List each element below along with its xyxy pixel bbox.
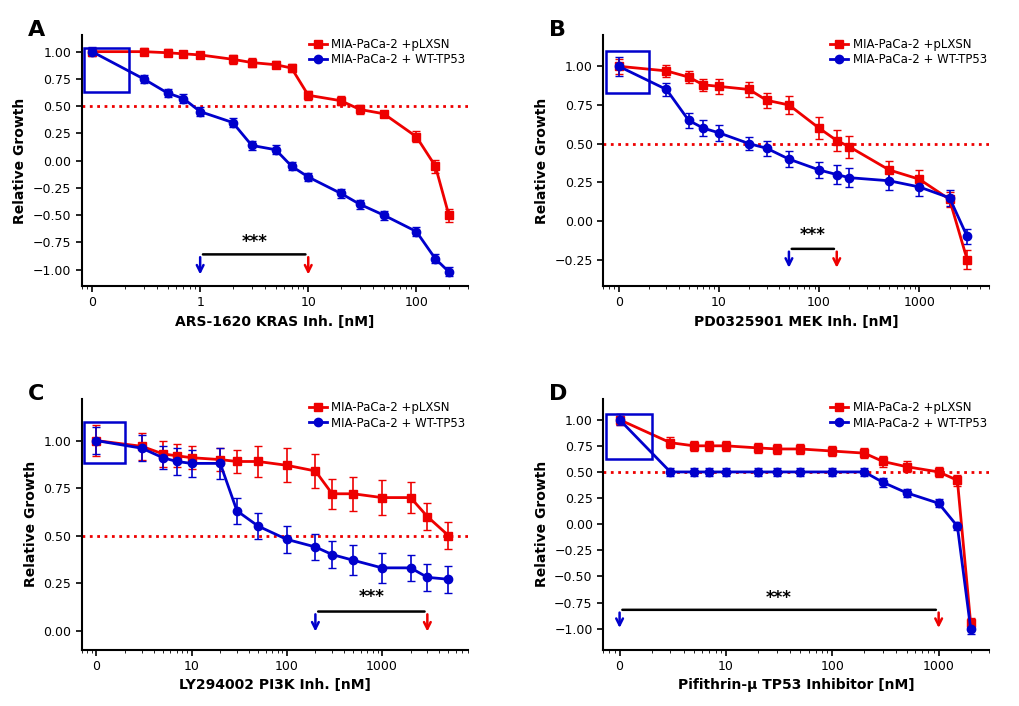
X-axis label: PD0325901 MEK Inh. [nM]: PD0325901 MEK Inh. [nM]: [693, 315, 898, 329]
Bar: [85, 49, 129, 92]
Y-axis label: Relative Growth: Relative Growth: [534, 97, 548, 224]
X-axis label: LY294002 PI3K Inh. [nM]: LY294002 PI3K Inh. [nM]: [178, 678, 370, 693]
Text: D: D: [548, 384, 567, 404]
Bar: [605, 51, 648, 92]
Y-axis label: Relative Growth: Relative Growth: [23, 461, 38, 587]
Legend: MIA-PaCa-2 +pLXSN, MIA-PaCa-2 + WT-TP53: MIA-PaCa-2 +pLXSN, MIA-PaCa-2 + WT-TP53: [309, 401, 465, 429]
Text: B: B: [548, 20, 566, 40]
X-axis label: ARS-1620 KRAS Inh. [nM]: ARS-1620 KRAS Inh. [nM]: [175, 315, 374, 329]
Text: ***: ***: [358, 588, 384, 606]
Text: ***: ***: [765, 589, 792, 606]
X-axis label: Pifithrin-μ TP53 Inhibitor [nM]: Pifithrin-μ TP53 Inhibitor [nM]: [678, 678, 914, 693]
Legend: MIA-PaCa-2 +pLXSN, MIA-PaCa-2 + WT-TP53: MIA-PaCa-2 +pLXSN, MIA-PaCa-2 + WT-TP53: [829, 37, 986, 66]
Text: A: A: [28, 20, 45, 40]
Bar: [605, 414, 651, 460]
Legend: MIA-PaCa-2 +pLXSN, MIA-PaCa-2 + WT-TP53: MIA-PaCa-2 +pLXSN, MIA-PaCa-2 + WT-TP53: [829, 401, 986, 429]
Text: C: C: [28, 384, 44, 404]
Y-axis label: Relative Growth: Relative Growth: [13, 97, 28, 224]
Text: ***: ***: [242, 233, 267, 251]
Bar: [85, 421, 125, 463]
Legend: MIA-PaCa-2 +pLXSN, MIA-PaCa-2 + WT-TP53: MIA-PaCa-2 +pLXSN, MIA-PaCa-2 + WT-TP53: [309, 37, 465, 66]
Text: ***: ***: [799, 226, 825, 244]
Y-axis label: Relative Growth: Relative Growth: [534, 461, 548, 587]
